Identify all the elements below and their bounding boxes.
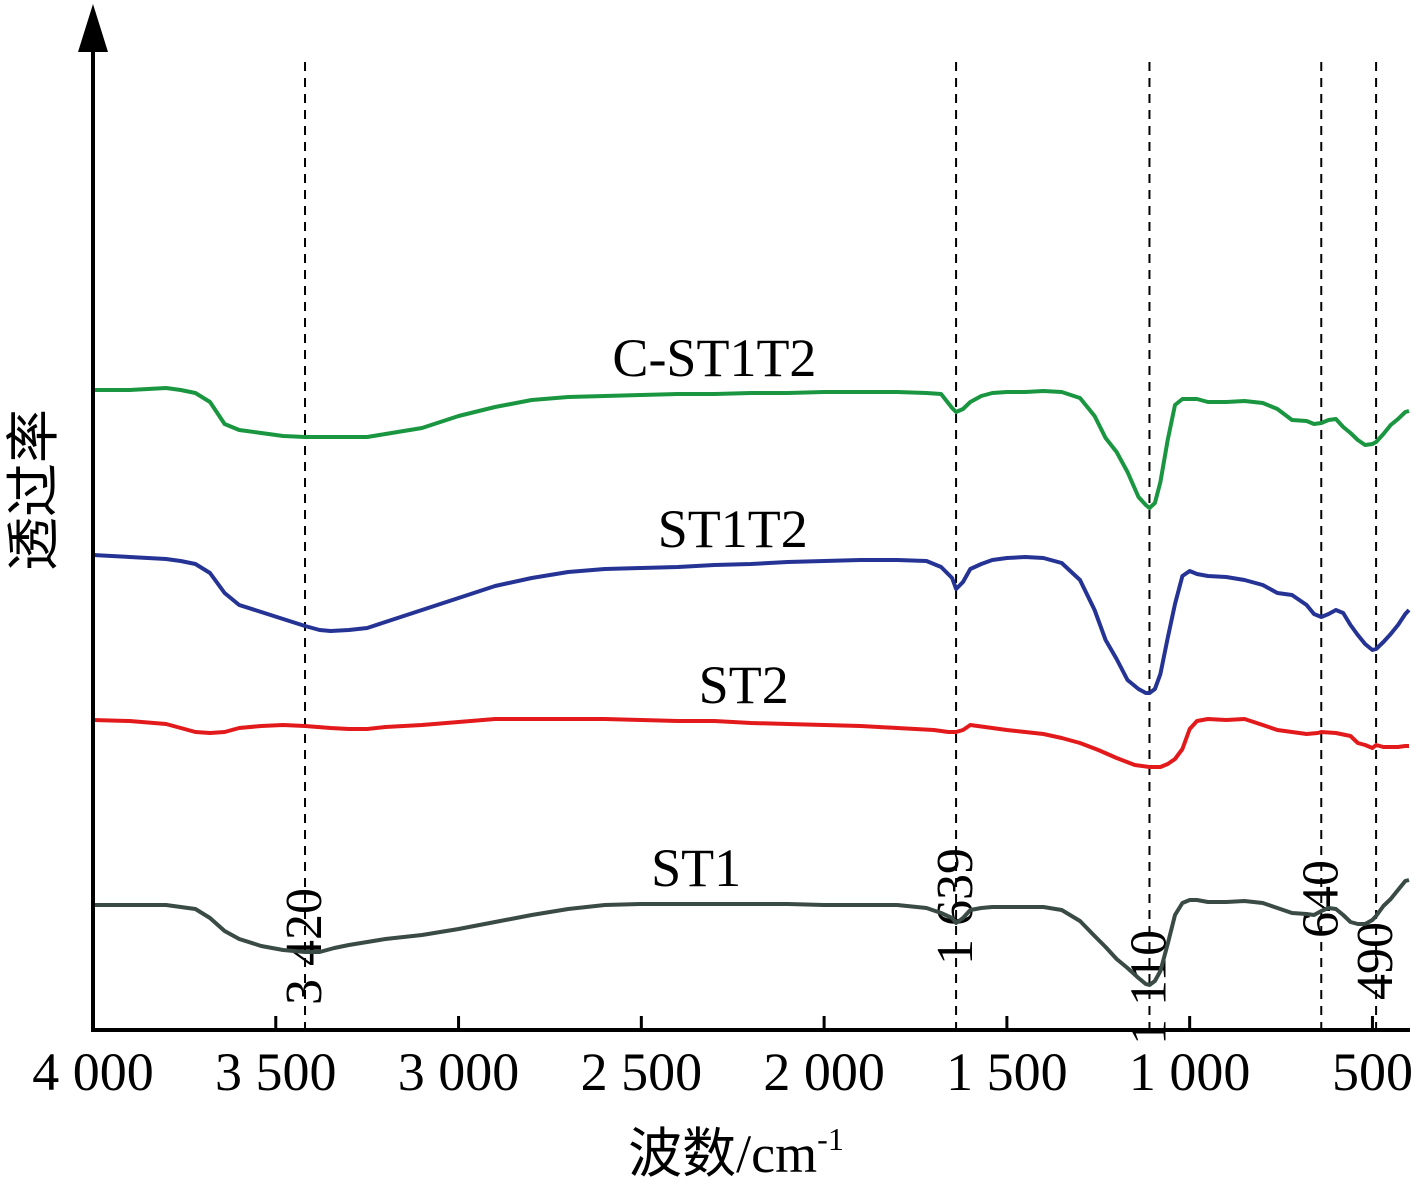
x-tick-label: 1 500	[946, 1042, 1068, 1102]
x-tick-label: 2 000	[763, 1042, 885, 1102]
x-ticks: 4 000 3 500 3 000 2 500 2 000 1 500 1 000 500	[32, 1016, 1413, 1102]
peak-label: 1 639	[927, 848, 984, 965]
x-tick-label: 2 500	[581, 1042, 703, 1102]
x-tick-label: 1 000	[1129, 1042, 1251, 1102]
x-tick-label: 500	[1332, 1042, 1413, 1102]
series-line-st1t2	[92, 553, 1411, 695]
series-line-c-st1t2	[93, 386, 1410, 510]
y-axis-arrow-icon	[78, 4, 108, 52]
series-labels: C-ST1T2 ST1T2 ST2 ST1	[612, 328, 816, 898]
series-line-st1	[93, 878, 1410, 987]
series-label: ST2	[699, 655, 789, 715]
series-line-st2	[92, 717, 1409, 769]
peak-label: 640	[1292, 860, 1349, 938]
x-axis-title: 波数/cm-1	[628, 1121, 844, 1181]
y-axis-title: 透过率	[4, 409, 64, 571]
series-label: ST1	[651, 838, 741, 898]
x-tick-label: 3 500	[215, 1042, 337, 1102]
series-label: C-ST1T2	[612, 328, 816, 388]
peak-label: 3 420	[276, 888, 333, 1005]
x-tick-label: 4 000	[32, 1042, 154, 1102]
series-label: ST1T2	[658, 499, 808, 559]
series-lines	[92, 386, 1411, 987]
x-tick-label: 3 000	[398, 1042, 520, 1102]
peak-label: 490	[1347, 922, 1404, 1000]
